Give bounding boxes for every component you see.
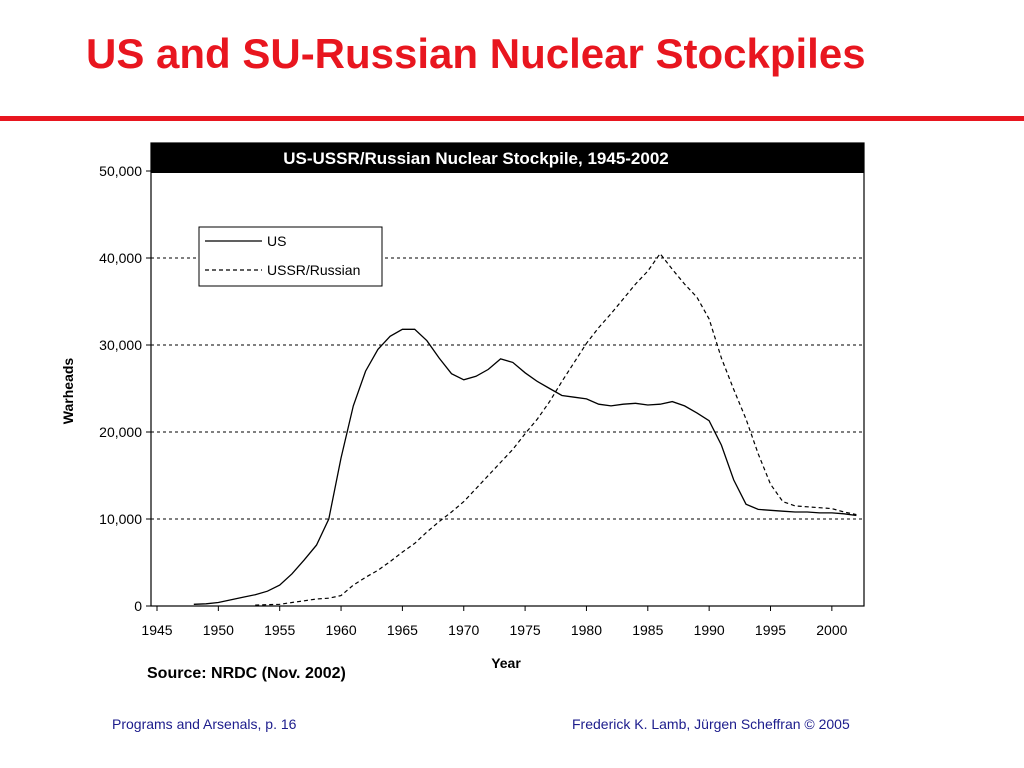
stockpile-chart: US-USSR/Russian Nuclear Stockpile, 1945-… (60, 142, 865, 671)
y-tick-label: 10,000 (99, 511, 142, 527)
x-tick-label: 1945 (141, 622, 172, 638)
legend-label-us: US (267, 233, 286, 249)
series-line-ussr-russian (255, 252, 857, 606)
title-divider (0, 116, 1024, 121)
x-tick-label: 1950 (203, 622, 234, 638)
y-tick-label: 40,000 (99, 250, 142, 266)
x-tick-label: 1955 (264, 622, 295, 638)
footer-left: Programs and Arsenals, p. 16 (112, 716, 297, 732)
x-tick-label: 1970 (448, 622, 479, 638)
y-tick-label: 0 (134, 598, 142, 614)
legend-label-ussr-russian: USSR/Russian (267, 262, 360, 278)
plot-area (150, 142, 865, 607)
x-tick-label: 2000 (816, 622, 847, 638)
y-tick-label: 20,000 (99, 424, 142, 440)
plot-frame (150, 142, 865, 607)
x-axis-ticks: 1945 1950 1955 1960 1965 1970 1975 1980 1985 1990… (141, 606, 848, 638)
chart-title-bar (151, 143, 864, 173)
x-axis-label: Year (491, 655, 521, 671)
y-axis-ticks: 0 10,000 20,000 30,000 40,000 50,000 (99, 163, 151, 614)
x-tick-label: 1995 (755, 622, 786, 638)
x-tick-label: 1975 (510, 622, 541, 638)
y-axis-label: Warheads (60, 358, 76, 425)
gridlines (151, 170, 864, 520)
x-tick-label: 1985 (632, 622, 663, 638)
series-line-us (193, 328, 857, 605)
y-tick-label: 50,000 (99, 163, 142, 179)
y-tick-label: 30,000 (99, 337, 142, 353)
x-tick-label: 1990 (694, 622, 725, 638)
footer-credits: Frederick K. Lamb, Jürgen Scheffran © 20… (572, 716, 850, 732)
slide-title: US and SU-Russian Nuclear Stockpiles (86, 30, 866, 77)
legend-box (198, 226, 383, 287)
chart-title: US-USSR/Russian Nuclear Stockpile, 1945-… (283, 149, 669, 168)
x-tick-label: 1980 (571, 622, 602, 638)
x-tick-label: 1960 (325, 622, 356, 638)
legend: US USSR/Russian (198, 226, 383, 287)
source-note: Source: NRDC (Nov. 2002) (147, 665, 346, 682)
x-tick-label: 1965 (387, 622, 418, 638)
